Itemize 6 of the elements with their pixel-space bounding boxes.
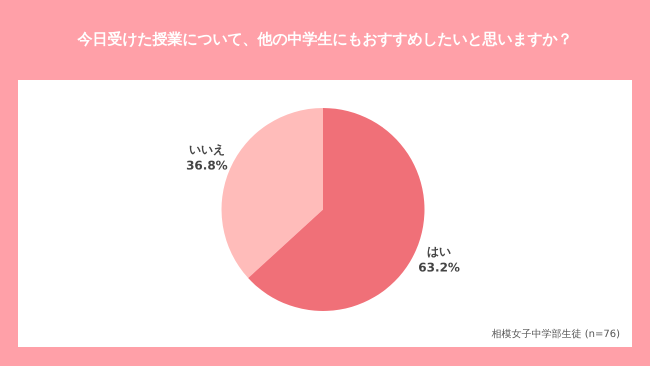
slice-label: いいえ xyxy=(188,142,225,157)
text: 相模女子中学部生徒 (n=76) xyxy=(492,328,620,341)
data-label: 36.8% xyxy=(186,158,228,173)
data-label: 63.2% xyxy=(418,260,460,275)
slice-label: はい xyxy=(427,244,452,259)
chart-title: 今日受けた授業について、他の中学生にもおすすめしたいと思いますか？ xyxy=(76,30,574,49)
